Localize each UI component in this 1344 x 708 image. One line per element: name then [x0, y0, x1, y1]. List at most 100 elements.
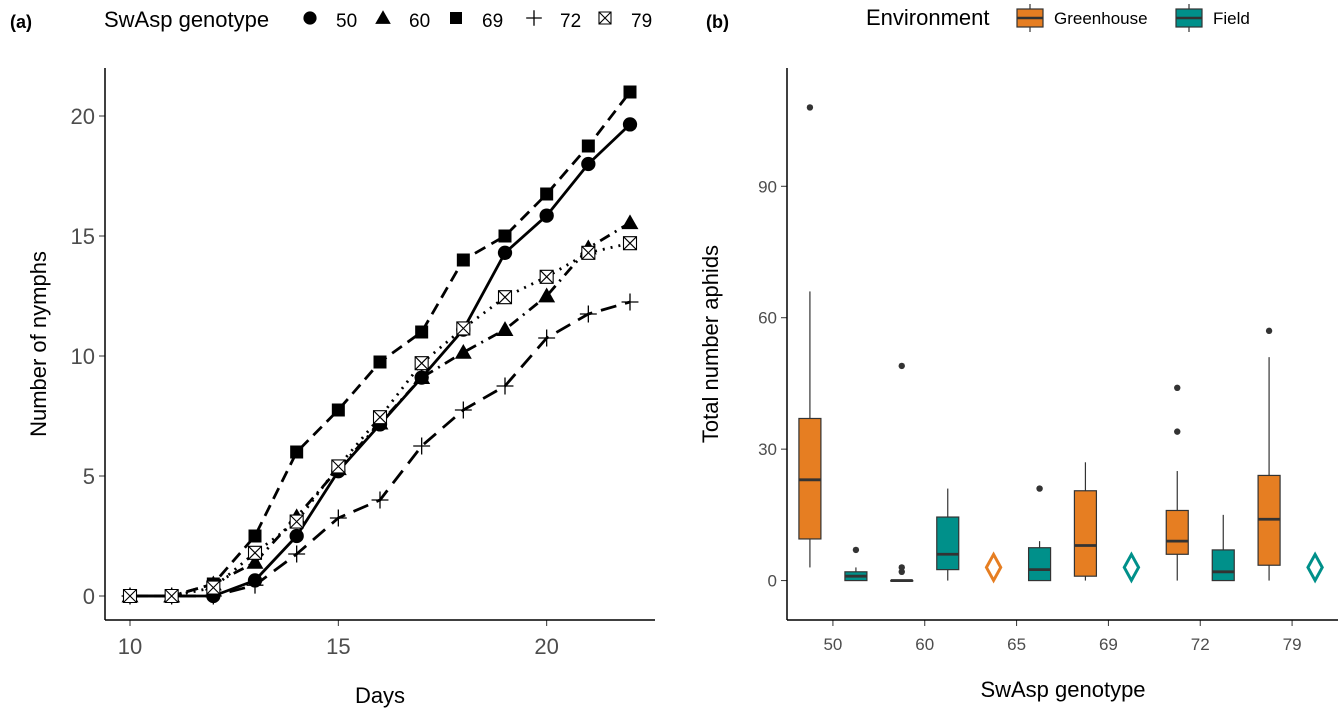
box-greenhouse-69: [1073, 462, 1098, 581]
point-69: [331, 403, 345, 417]
point-72: [371, 491, 389, 509]
legend-a-label-69: 69: [482, 11, 503, 32]
legend-b-label-field: Field: [1213, 9, 1250, 28]
point-79: [206, 580, 221, 595]
point-79: [497, 290, 513, 305]
series-79: [122, 236, 638, 604]
box-field-65: [1027, 485, 1052, 582]
box-body: [1211, 549, 1235, 582]
point-72: [454, 401, 472, 419]
box-field-72: [1211, 514, 1235, 582]
legend-a-label-79: 79: [631, 11, 652, 32]
legend-a-marker-69: [450, 12, 462, 24]
box-greenhouse-79: [1257, 327, 1281, 581]
x-axis-b-title: SwAsp genotype: [980, 677, 1145, 702]
y-tick-label-b: 60: [758, 309, 777, 328]
point-69: [540, 187, 554, 201]
series-60: [121, 214, 639, 603]
point-69: [581, 139, 595, 153]
point-72: [246, 576, 264, 594]
missing-marker-field-79: [1306, 551, 1324, 584]
point-79: [456, 321, 471, 336]
outlier-point: [898, 564, 905, 571]
panel-a-label: (a): [10, 12, 32, 32]
outlier-point: [1036, 485, 1043, 492]
point-79: [581, 245, 596, 260]
box-body: [1073, 490, 1098, 577]
panel-a: (a) SwAsp genotype 50 60 69 72 79 10 15 200510…: [10, 7, 655, 708]
y-axis-b-title: Total number aphids: [698, 245, 723, 443]
x-tick-label-b: 69: [1099, 635, 1118, 654]
point-69: [456, 253, 470, 267]
legend-a-label-72: 72: [560, 11, 581, 32]
x-tick-label-b: 72: [1191, 635, 1210, 654]
box-greenhouse-72: [1165, 384, 1189, 581]
y-tick-label-a: 0: [83, 584, 95, 609]
point-50: [497, 245, 513, 260]
outlier-point: [1174, 384, 1181, 392]
point-50: [289, 528, 304, 544]
point-72: [329, 509, 347, 527]
legend-a-marker-60: [375, 10, 391, 24]
legend-a-marker-50: [303, 11, 317, 25]
point-50: [622, 117, 638, 132]
box-field-50: [844, 546, 868, 582]
diamond-marker: [1306, 551, 1324, 584]
point-60: [538, 287, 556, 303]
legend-b: Greenhouse Field: [1016, 4, 1250, 32]
legend-b-title: Environment: [866, 5, 990, 30]
point-60: [246, 553, 264, 569]
point-60: [621, 214, 639, 230]
y-tick-label-a: 5: [83, 464, 95, 489]
series-line-69: [130, 91, 632, 598]
outlier-point: [1174, 428, 1181, 435]
point-79: [247, 545, 263, 560]
series-line-60: [130, 221, 631, 598]
y-tick-label-a: 10: [71, 344, 95, 369]
point-79: [331, 459, 346, 474]
point-79: [289, 514, 304, 529]
point-69: [373, 355, 387, 369]
outlier-point: [1265, 327, 1273, 335]
outlier-point: [898, 362, 905, 370]
legend-a-marker-72: [526, 10, 542, 26]
y-tick-label-b: 30: [758, 440, 777, 459]
series-field: [844, 485, 1324, 584]
point-69: [248, 529, 262, 543]
missing-marker-field-69: [1122, 551, 1141, 584]
point-72: [621, 293, 639, 311]
series-line-72: [130, 300, 631, 598]
x-tick-label-b: 50: [823, 635, 842, 654]
point-79: [372, 410, 388, 425]
legend-a-label-50: 50: [336, 11, 357, 32]
box-body: [936, 516, 960, 571]
point-50: [539, 208, 554, 223]
outlier-point: [898, 568, 905, 576]
legend-a-marker-79: [598, 11, 612, 25]
series-69: [123, 85, 637, 603]
point-72: [288, 545, 306, 563]
x-tick-label-b: 60: [915, 635, 934, 654]
y-axis-a-title: Number of nymphs: [26, 251, 51, 437]
point-69: [415, 325, 429, 339]
point-69: [290, 445, 304, 459]
diamond-marker: [1122, 551, 1141, 584]
legend-a-label-60: 60: [409, 11, 430, 32]
point-50: [581, 156, 596, 172]
diamond-marker: [984, 551, 1003, 584]
point-79: [414, 356, 429, 371]
point-79: [122, 588, 138, 604]
box-body: [1165, 509, 1189, 555]
point-60: [413, 369, 431, 384]
point-69: [623, 85, 637, 99]
point-79: [622, 236, 638, 251]
point-79: [164, 588, 179, 604]
panel-b-label: (b): [706, 12, 729, 32]
axis-b-ticks: 50 60 65 69 72 79 0 30 60 90: [758, 177, 1301, 654]
axis-a-ticks: 10 15 20 0 5 10 15 20: [71, 104, 559, 659]
box-field-60: [936, 488, 960, 581]
point-60: [496, 321, 514, 336]
point-72: [538, 329, 556, 347]
legend-b-label-greenhouse: Greenhouse: [1054, 9, 1148, 28]
